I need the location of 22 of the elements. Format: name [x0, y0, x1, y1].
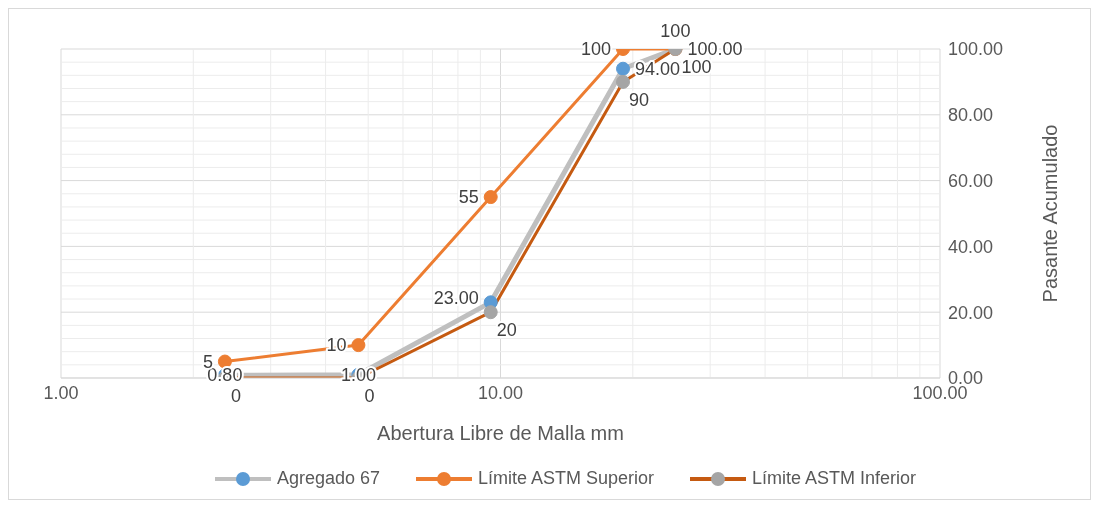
data-label: 0	[364, 386, 375, 406]
data-label: 55	[458, 187, 479, 208]
y-tick-label: 60.00	[948, 170, 994, 191]
legend-label: Límite ASTM Superior	[477, 468, 655, 489]
data-label: 100	[681, 57, 712, 77]
y-tick-label: 80.00	[948, 105, 994, 126]
y-axis-title: Pasante Acumulado	[1039, 124, 1062, 303]
y-tick-label: 20.00	[948, 302, 994, 323]
data-label: 0	[230, 386, 241, 406]
y-tick-label: 100.00	[948, 39, 1004, 60]
x-tick-label: 1.00	[43, 382, 79, 403]
legend-label: Límite ASTM Inferior	[752, 468, 917, 489]
data-label: 100	[660, 21, 691, 41]
x-axis-title: Abertura Libre de Malla mm	[377, 422, 624, 444]
data-label: 20	[496, 320, 517, 341]
data-label: 90	[629, 89, 650, 110]
legend-label: Agregado 67	[276, 468, 380, 489]
data-label: 100.00	[687, 39, 743, 59]
data-label: 23.00	[433, 288, 479, 309]
data-label: 100	[580, 39, 612, 59]
y-tick-label: 40.00	[948, 236, 994, 257]
x-tick-label: 10.00	[477, 382, 524, 403]
